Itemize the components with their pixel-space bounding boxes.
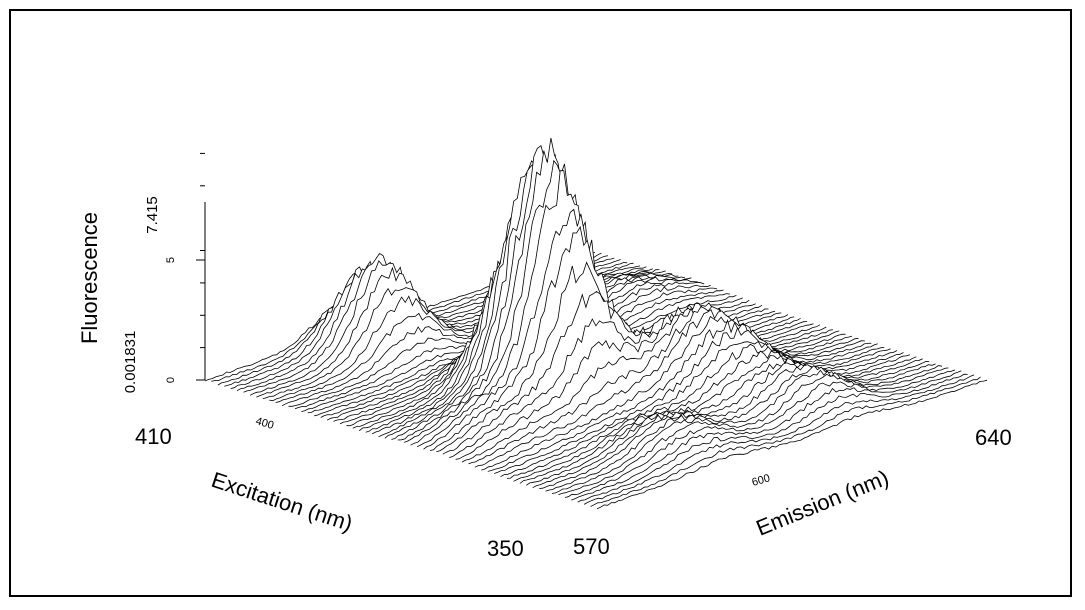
- surface-trace: [571, 370, 962, 501]
- excitation-axis-label: Excitation (nm): [208, 467, 355, 536]
- surface-trace-fill: [526, 356, 917, 486]
- surface-trace: [519, 354, 911, 484]
- z-tick-label-0: 0: [165, 377, 177, 383]
- emission-start-label: 570: [573, 534, 610, 559]
- surface-trace: [583, 374, 975, 505]
- z-max-label: 7.415: [144, 196, 161, 234]
- surface-trace-fill: [519, 354, 910, 484]
- excitation-start-label: 410: [135, 424, 172, 449]
- surface-trace: [506, 343, 898, 479]
- z-tick-label-5: 5: [165, 257, 177, 263]
- surface-trace: [494, 326, 885, 474]
- surface-trace: [487, 319, 878, 472]
- surface-trace: [449, 304, 840, 458]
- surface-trace: [468, 305, 859, 465]
- surface-trace: [513, 350, 904, 482]
- z-axis-label: Fluorescence: [77, 212, 102, 344]
- surface-trace: [481, 315, 872, 471]
- emission-tick-label-600: 600: [751, 472, 772, 489]
- surface-trace: [532, 358, 923, 489]
- surface-trace: [564, 369, 956, 498]
- surface-trace: [590, 376, 981, 507]
- surface-trace: [577, 373, 968, 503]
- surface-trace: [474, 309, 865, 468]
- surface-trace: [545, 363, 936, 492]
- surface-mesh: [204, 137, 988, 510]
- z-min-label: 0.001831: [122, 331, 139, 394]
- surface-trace: [500, 341, 891, 478]
- surface-trace: [551, 365, 943, 494]
- surface-trace: [461, 302, 853, 463]
- emission-axis-label: Emission (nm): [753, 465, 893, 541]
- surface-trace: [526, 356, 917, 486]
- surface-trace-fill: [577, 373, 968, 503]
- excitation-tick-label-400: 400: [254, 415, 275, 432]
- emission-end-label: 640: [975, 425, 1012, 450]
- excitation-end-label: 350: [487, 536, 524, 561]
- surface-trace: [596, 379, 988, 510]
- z-axis-minor-ticks: [200, 152, 205, 349]
- surface-trace: [539, 361, 930, 489]
- surface-trace: [558, 367, 949, 496]
